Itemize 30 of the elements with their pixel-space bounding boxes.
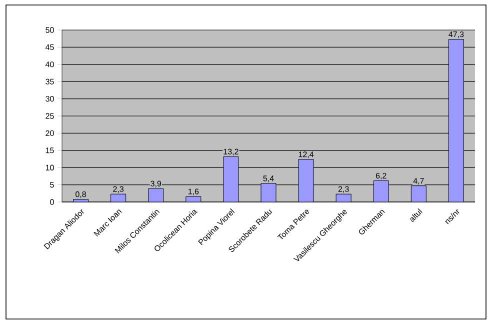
data-label: 0,8 (76, 191, 86, 198)
data-label: 5,4 (263, 176, 274, 182)
bar (448, 39, 464, 202)
y-tick-label: 15 (46, 148, 54, 154)
y-tick-label: 0 (50, 199, 54, 205)
data-label: 6,2 (376, 172, 386, 180)
y-tick-label: 50 (46, 27, 54, 33)
data-label: 47,3 (448, 31, 464, 38)
bar (148, 188, 164, 202)
bar (298, 159, 314, 202)
y-tick-label: 20 (46, 130, 54, 136)
data-label: 1,6 (188, 188, 199, 196)
y-tick-label: 35 (46, 78, 54, 84)
bar (223, 156, 239, 202)
bar (410, 186, 426, 202)
y-tick-label: 40 (45, 62, 54, 68)
data-label: 2,3 (338, 186, 349, 193)
y-tick-label: 25 (46, 113, 54, 119)
x-tick-label: altul (410, 208, 422, 222)
data-label: 13,2 (224, 148, 238, 156)
bar (373, 180, 389, 202)
data-label: 3,9 (150, 180, 162, 188)
y-tick-label: 30 (46, 96, 54, 102)
data-label: 12,4 (298, 152, 314, 158)
y-tick-label: 5 (50, 182, 54, 188)
y-tick-label: 45 (45, 44, 54, 50)
data-label: 2,3 (113, 186, 124, 193)
bar (260, 183, 276, 202)
data-label: 4,7 (413, 178, 424, 185)
y-tick-label: 10 (46, 164, 54, 170)
